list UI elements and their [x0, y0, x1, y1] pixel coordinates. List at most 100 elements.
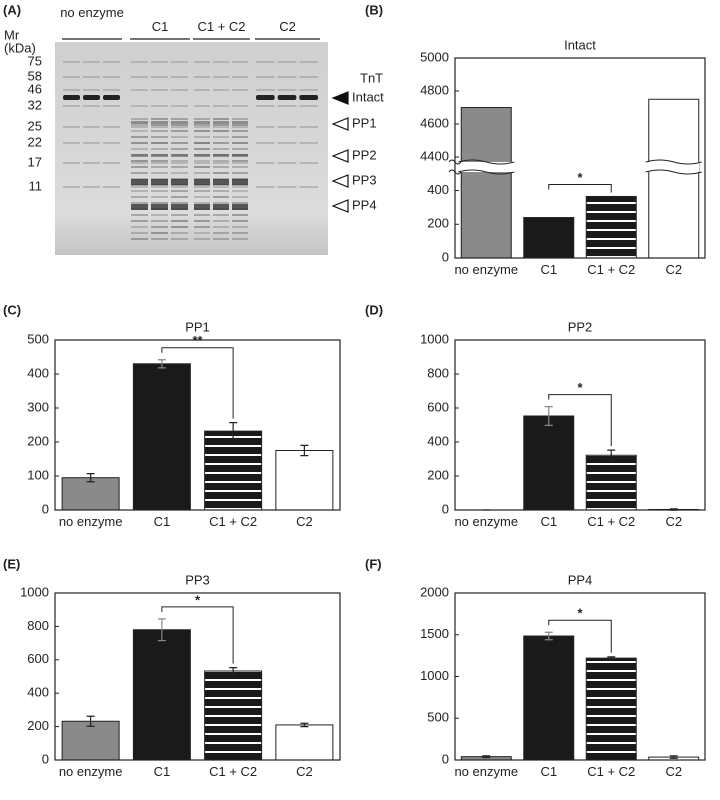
gel-band	[151, 148, 168, 150]
gel-band	[63, 61, 80, 63]
gel-band	[213, 76, 229, 78]
y-tick-label: 1000	[420, 668, 449, 683]
x-tick-label: no enzyme	[59, 515, 123, 529]
gel-band	[151, 238, 168, 240]
gel-band	[278, 95, 297, 100]
gel-band	[103, 126, 120, 128]
gel-band	[194, 160, 210, 162]
gel-band	[194, 214, 210, 216]
gel-band	[131, 126, 148, 128]
marker-label: 11	[29, 178, 43, 193]
x-tick-label: C1 + C2	[579, 515, 643, 529]
gel-image	[55, 42, 328, 255]
gel-band	[171, 226, 188, 228]
bar	[649, 99, 699, 258]
marker-label: 32	[28, 97, 42, 112]
gel-band	[151, 118, 168, 120]
x-tick-label-box: C1 + C2	[579, 765, 643, 795]
y-tick-label: 1000	[20, 584, 49, 599]
gel-band	[232, 118, 248, 120]
gel-band	[151, 124, 168, 126]
gel-band	[63, 89, 80, 91]
y-tick-label: 2000	[420, 584, 449, 599]
gel-band	[232, 204, 248, 210]
gel-band	[131, 105, 148, 107]
gel-band	[151, 220, 168, 222]
gel-band	[131, 142, 148, 144]
gel-band	[131, 121, 148, 124]
gel-band	[103, 186, 120, 188]
bar	[586, 658, 636, 760]
x-tick-label: C1 + C2	[579, 765, 643, 779]
gel-band	[103, 162, 120, 164]
gel-band	[213, 238, 229, 240]
gel-band	[171, 130, 188, 132]
y-tick-label: 0	[442, 751, 449, 766]
y-tick-label: 200	[27, 433, 49, 448]
bar	[133, 364, 190, 510]
gel-band	[213, 154, 229, 157]
gel-band	[151, 126, 168, 128]
gel-band	[171, 196, 188, 198]
gel-band	[194, 89, 210, 91]
gel-band	[213, 202, 229, 204]
x-tick-label: C2	[272, 515, 336, 529]
y-tick-label: 100	[27, 467, 49, 482]
marker-label: 75	[28, 53, 42, 68]
gel-band	[194, 142, 210, 144]
gel-band	[131, 172, 148, 174]
x-tick-label-box: C1 + C2	[201, 515, 265, 549]
gel-band	[232, 179, 248, 185]
gel-band	[151, 142, 168, 144]
gel-band	[213, 160, 229, 162]
significance-label: **	[192, 333, 203, 348]
gel-band	[151, 130, 168, 132]
y-tick-label: 5000	[420, 49, 449, 64]
gel-band	[171, 118, 188, 120]
y-tick-label: 200	[427, 216, 449, 231]
gel-band	[131, 166, 148, 168]
gel-band	[131, 76, 148, 78]
gel-band	[131, 202, 148, 204]
lane-label-box: C2	[245, 20, 330, 52]
gel-band	[171, 166, 188, 168]
gel-band	[131, 204, 148, 210]
y-tick-label: 1500	[420, 626, 449, 641]
gel-band	[232, 89, 248, 91]
gel-band	[151, 226, 168, 228]
gel-band	[256, 142, 275, 144]
gel-band	[171, 89, 188, 91]
x-tick-label: no enzyme	[454, 765, 518, 779]
x-tick-label-box: C1	[517, 263, 581, 297]
y-tick-label: 400	[427, 433, 449, 448]
y-tick-label: 600	[27, 651, 49, 666]
x-tick-label-box: C1	[130, 515, 194, 549]
marker-label: 25	[28, 118, 42, 133]
bar	[586, 196, 636, 258]
gel-band	[213, 166, 229, 168]
gel-band	[256, 76, 275, 78]
gel-band	[213, 61, 229, 63]
gel-band	[194, 154, 210, 157]
gel-band	[151, 232, 168, 234]
gel-band	[278, 142, 297, 144]
x-tick-label-box: C1	[130, 765, 194, 795]
gel-band	[213, 204, 229, 210]
gel-band	[151, 214, 168, 216]
gel-band	[131, 154, 148, 157]
gel-band	[232, 130, 248, 132]
gel-band	[299, 126, 318, 128]
gel-band	[213, 89, 229, 91]
gel-band	[131, 190, 148, 192]
gel-band	[256, 89, 275, 91]
significance-label: *	[577, 606, 583, 621]
lane-label: no enzyme	[52, 6, 132, 19]
x-tick-label-box: C2	[642, 765, 706, 795]
gel-band	[171, 179, 188, 185]
panel-label: (A)	[3, 2, 21, 17]
y-tick-label: 400	[27, 685, 49, 700]
gel-band	[213, 190, 229, 192]
bar	[62, 721, 119, 760]
gel-band	[103, 95, 120, 100]
gel-band	[151, 186, 168, 188]
